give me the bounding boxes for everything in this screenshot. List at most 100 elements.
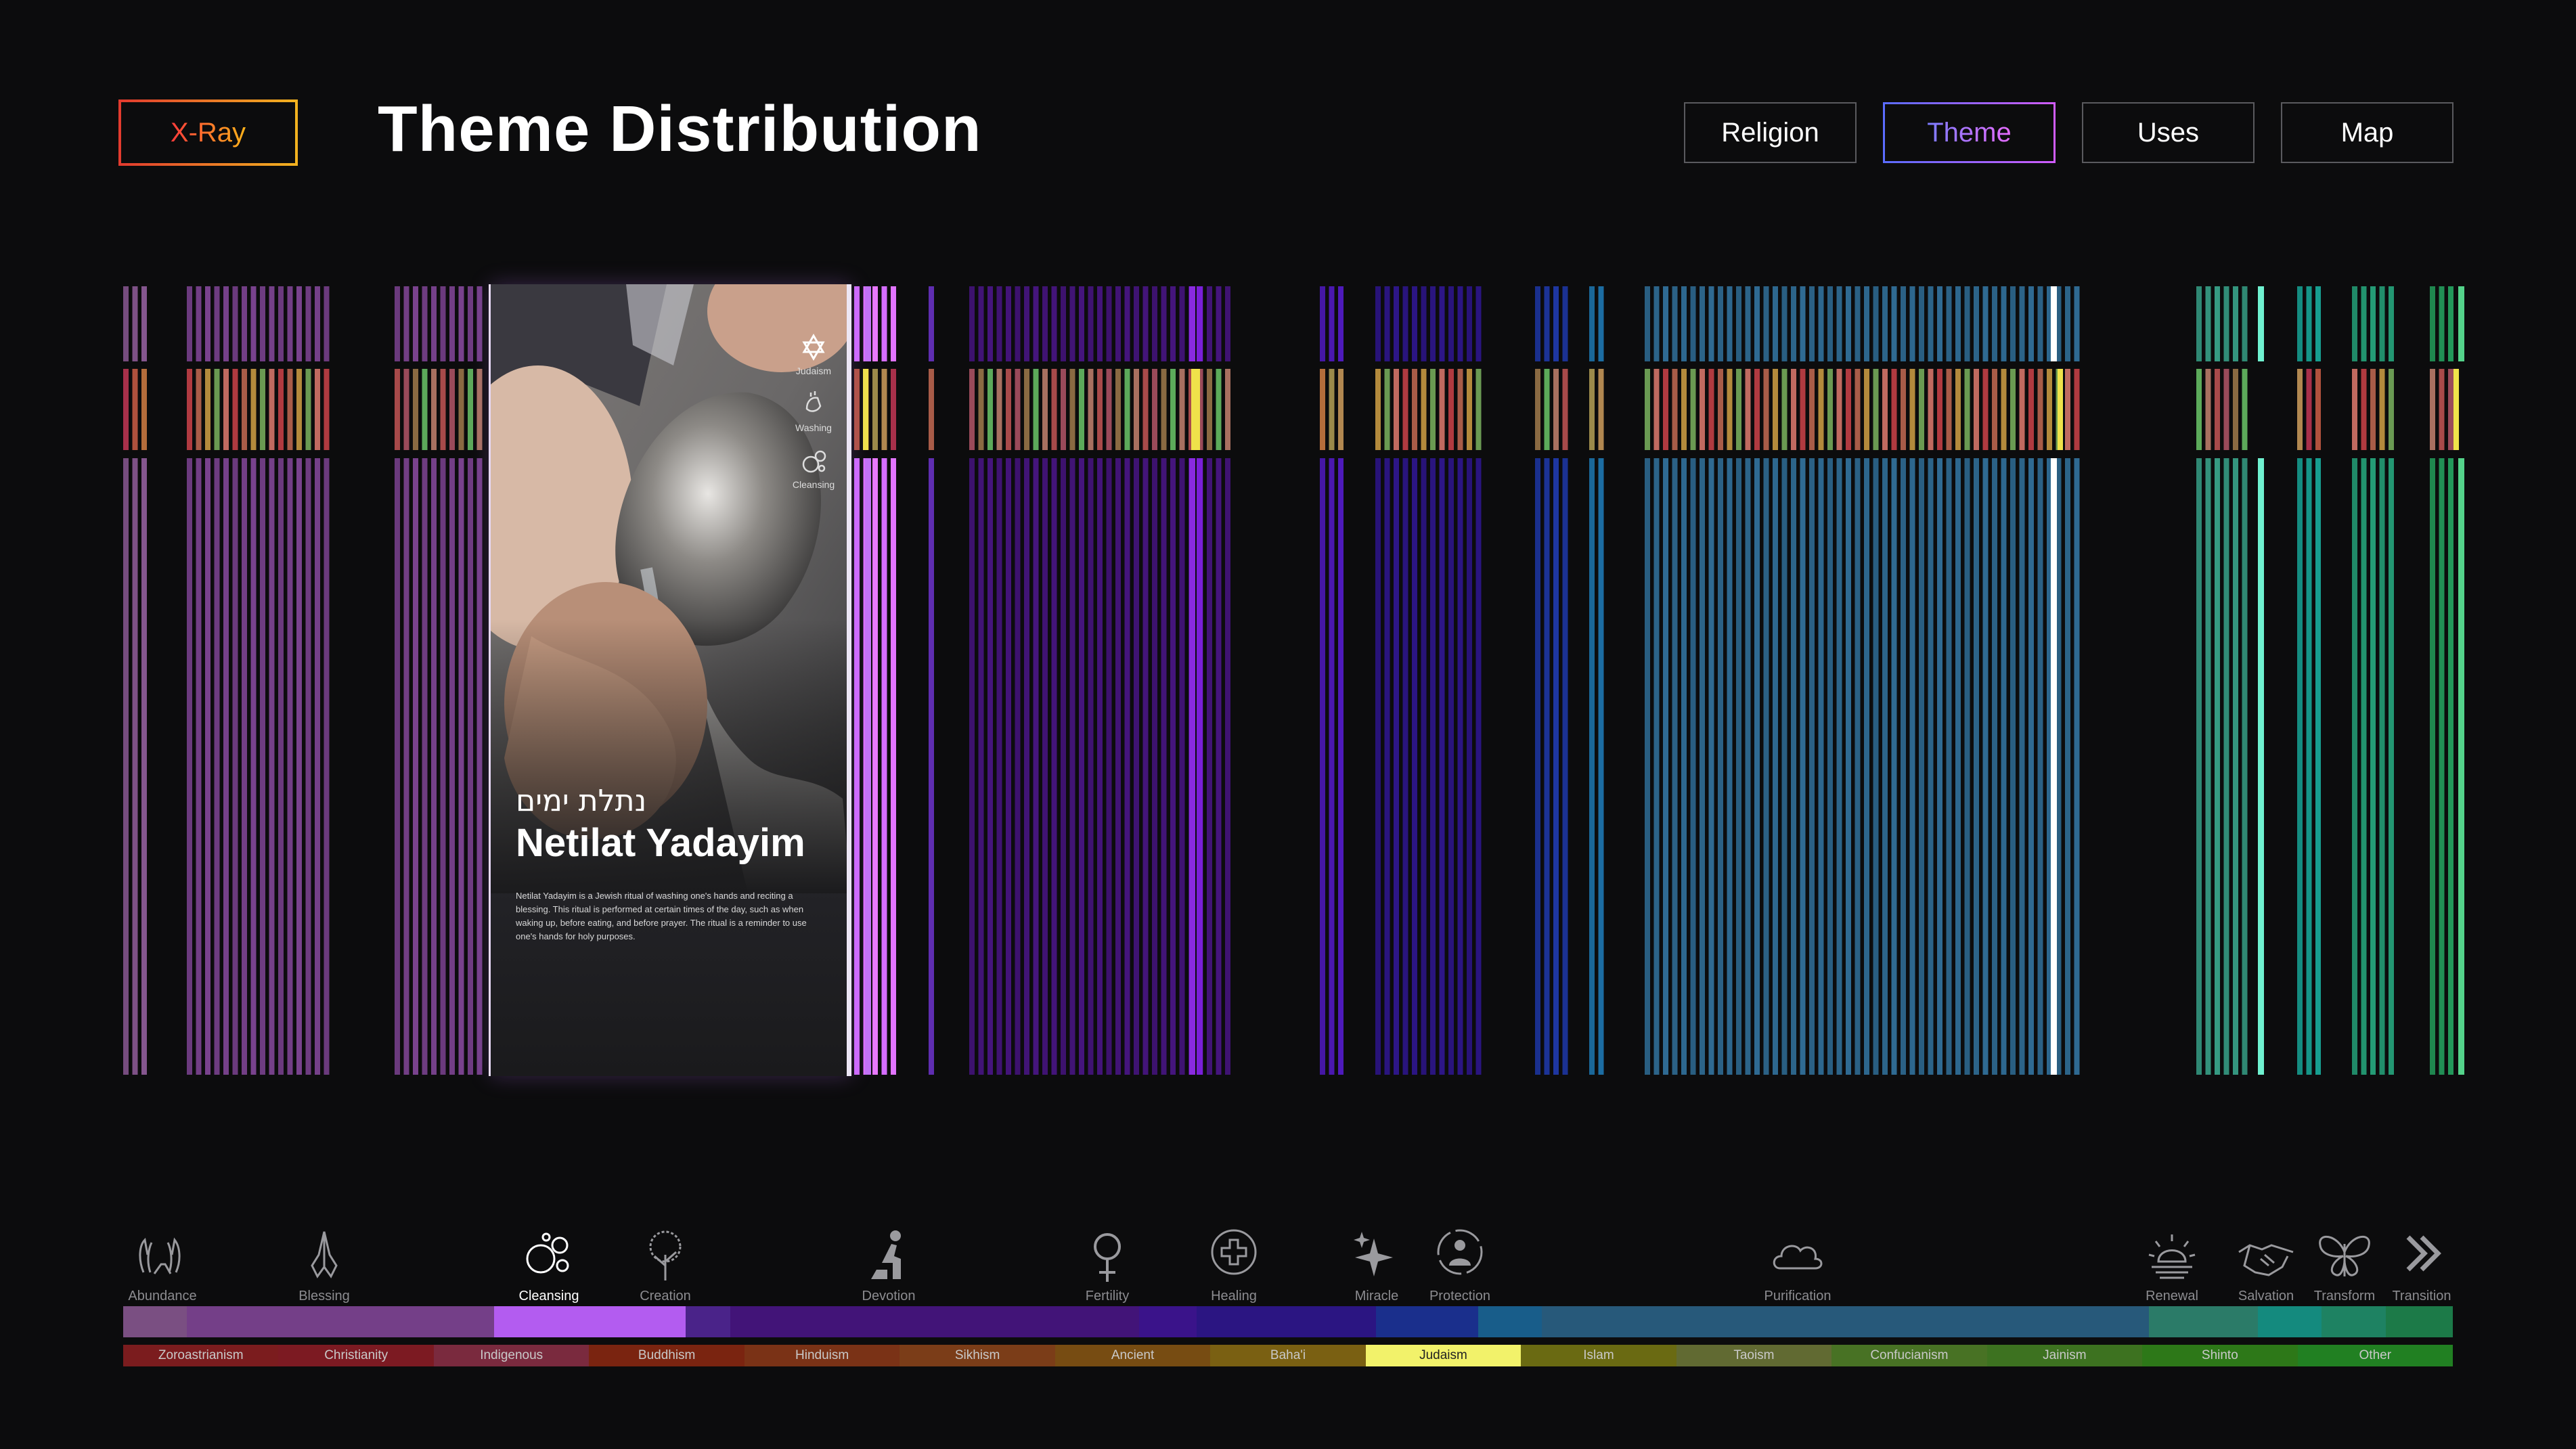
ritual-bar-segment[interactable]: [881, 286, 887, 361]
ritual-bar-segment[interactable]: [1061, 458, 1066, 1075]
ritual-bar-segment[interactable]: [403, 458, 409, 1075]
ritual-bar-segment[interactable]: [242, 458, 247, 1075]
ritual-bar-segment[interactable]: [1974, 369, 1979, 450]
ritual-bar-segment[interactable]: [1320, 369, 1325, 450]
ritual-bar-segment[interactable]: [2019, 286, 2025, 361]
ritual-bar-segment[interactable]: [1216, 369, 1222, 450]
ritual-bar-segment[interactable]: [996, 369, 1002, 450]
theme-fertility[interactable]: Fertility: [1053, 1225, 1161, 1304]
ritual-bar-highlight[interactable]: [1197, 458, 1203, 1075]
ritual-bar-segment[interactable]: [2028, 458, 2034, 1075]
ritual-bar-segment[interactable]: [1589, 286, 1595, 361]
ritual-bar-highlight[interactable]: [2458, 458, 2464, 1075]
ritual-bar-religion-marker[interactable]: [1195, 369, 1200, 450]
ritual-bar-segment[interactable]: [1964, 458, 1970, 1075]
ritual-bar-segment[interactable]: [2306, 369, 2312, 450]
ritual-bar-segment[interactable]: [1106, 369, 1112, 450]
ritual-bar-segment[interactable]: [123, 286, 129, 361]
ritual-bar-segment[interactable]: [1042, 458, 1048, 1075]
ritual-bar-segment[interactable]: [2306, 458, 2312, 1075]
ritual-bar-segment[interactable]: [2352, 369, 2357, 450]
ritual-bar-segment[interactable]: [929, 369, 934, 450]
ritual-bar-segment[interactable]: [1106, 286, 1112, 361]
ritual-bar-segment[interactable]: [1152, 458, 1157, 1075]
ritual-bar-segment[interactable]: [395, 286, 400, 361]
ritual-bar-highlight[interactable]: [2051, 458, 2057, 1075]
theme-strip-segment-transform[interactable]: [2322, 1306, 2386, 1337]
ritual-bar-segment[interactable]: [2297, 286, 2303, 361]
ritual-bar-segment[interactable]: [1901, 458, 1906, 1075]
ritual-bar-segment[interactable]: [1589, 369, 1595, 450]
ritual-bar-segment[interactable]: [1079, 369, 1084, 450]
ritual-bar-segment[interactable]: [2074, 286, 2080, 361]
ritual-bar-segment[interactable]: [468, 286, 473, 361]
ritual-bar-segment[interactable]: [987, 286, 993, 361]
ritual-bar-segment[interactable]: [1024, 369, 1029, 450]
ritual-bar-segment[interactable]: [269, 458, 275, 1075]
ritual-bar-segment[interactable]: [1727, 286, 1733, 361]
ritual-bar-segment[interactable]: [2196, 369, 2202, 450]
ritual-bar-segment[interactable]: [1937, 369, 1942, 450]
ritual-bar-segment[interactable]: [1589, 458, 1595, 1075]
ritual-bar-segment[interactable]: [1088, 369, 1094, 450]
ritual-bar-segment[interactable]: [1448, 458, 1454, 1075]
ritual-bar-segment[interactable]: [1535, 286, 1540, 361]
ritual-bar-segment[interactable]: [1134, 369, 1139, 450]
ritual-bar-segment[interactable]: [1439, 286, 1445, 361]
ritual-bar-segment[interactable]: [1006, 458, 1011, 1075]
ritual-bar-segment[interactable]: [2056, 458, 2062, 1075]
ritual-bar-segment[interactable]: [1727, 458, 1733, 1075]
ritual-bar-segment[interactable]: [1439, 458, 1445, 1075]
ritual-bar-segment[interactable]: [1745, 458, 1751, 1075]
ritual-bar-segment[interactable]: [1475, 286, 1482, 361]
nav-uses-button[interactable]: Uses: [2082, 102, 2255, 163]
ritual-bar-segment[interactable]: [1827, 286, 1833, 361]
ritual-bar-segment[interactable]: [1598, 458, 1604, 1075]
ritual-bar-segment[interactable]: [1197, 369, 1203, 450]
ritual-bar-segment[interactable]: [468, 369, 473, 450]
ritual-bar-segment[interactable]: [2370, 286, 2376, 361]
ritual-bar-segment[interactable]: [2205, 286, 2211, 361]
ritual-bar-segment[interactable]: [1928, 458, 1934, 1075]
ritual-bar-segment[interactable]: [1225, 458, 1230, 1075]
ritual-bar-segment[interactable]: [1170, 369, 1176, 450]
ritual-bar-highlight[interactable]: [1197, 286, 1203, 361]
ritual-bar-segment[interactable]: [2037, 286, 2043, 361]
ritual-bar-segment[interactable]: [1320, 458, 1325, 1075]
theme-strip-segment-transition[interactable]: [2385, 1306, 2453, 1337]
ritual-bar-segment[interactable]: [872, 369, 878, 450]
tag-cleansing[interactable]: Cleansing: [793, 445, 835, 490]
ritual-bar-segment[interactable]: [440, 369, 446, 450]
ritual-bar-segment[interactable]: [1946, 286, 1952, 361]
ritual-bar-segment[interactable]: [1097, 369, 1103, 450]
ritual-bar-segment[interactable]: [2361, 458, 2367, 1075]
ritual-bar-segment[interactable]: [1836, 458, 1842, 1075]
ritual-bar-segment[interactable]: [2056, 286, 2062, 361]
ritual-bar-segment[interactable]: [1974, 458, 1979, 1075]
ritual-bar-segment[interactable]: [123, 369, 129, 450]
ritual-bar-segment[interactable]: [458, 286, 464, 361]
theme-devotion[interactable]: Devotion: [835, 1225, 943, 1304]
ritual-bar-segment[interactable]: [422, 369, 428, 450]
ritual-bar-segment[interactable]: [1598, 286, 1604, 361]
theme-purification[interactable]: Purification: [1744, 1225, 1852, 1304]
tag-judaism[interactable]: Judaism: [796, 332, 831, 376]
ritual-bar-segment[interactable]: [1653, 458, 1660, 1075]
ritual-bar-segment[interactable]: [1207, 369, 1212, 450]
theme-strip-segment-healing[interactable]: [1197, 1306, 1376, 1337]
ritual-bar-segment[interactable]: [1225, 369, 1230, 450]
ritual-bar-segment[interactable]: [2439, 286, 2445, 361]
ritual-bar-segment[interactable]: [1134, 286, 1139, 361]
ritual-bar-segment[interactable]: [141, 458, 147, 1075]
ritual-bar-segment[interactable]: [132, 286, 138, 361]
ritual-bar-segment[interactable]: [2242, 286, 2248, 361]
ritual-bar-segment[interactable]: [1763, 286, 1769, 361]
ritual-bar-segment[interactable]: [2010, 286, 2016, 361]
ritual-bar-segment[interactable]: [1855, 369, 1861, 450]
ritual-bar-segment[interactable]: [1645, 458, 1650, 1075]
ritual-bar-segment[interactable]: [1061, 369, 1066, 450]
ritual-bar-segment[interactable]: [2047, 458, 2052, 1075]
ritual-bar-segment[interactable]: [1320, 286, 1325, 361]
theme-protection[interactable]: Protection: [1406, 1225, 1514, 1304]
ritual-bar-segment[interactable]: [1754, 369, 1760, 450]
